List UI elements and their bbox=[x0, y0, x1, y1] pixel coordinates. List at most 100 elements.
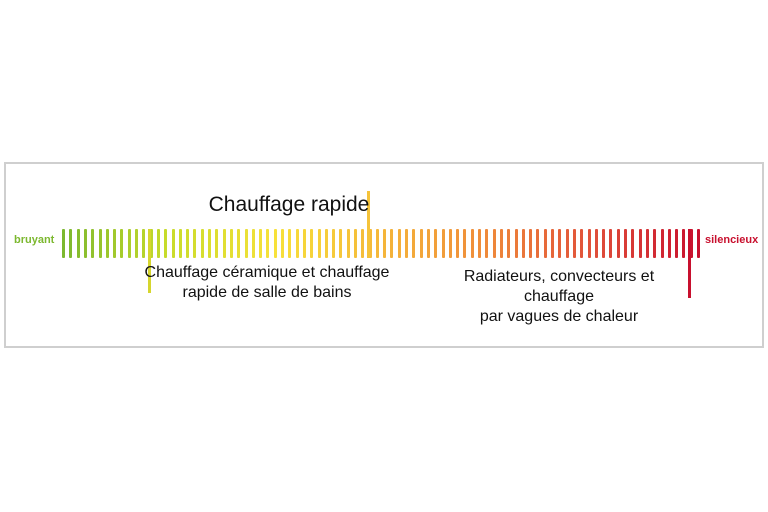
scale-bar bbox=[441, 229, 445, 258]
scale-bar bbox=[426, 229, 430, 258]
scale-bar bbox=[689, 229, 693, 258]
scale-bar bbox=[375, 229, 379, 258]
scale-bar bbox=[295, 229, 299, 258]
scale-bar bbox=[98, 229, 102, 258]
scale-bar bbox=[697, 229, 700, 258]
scale-bar bbox=[383, 229, 387, 258]
scale-bar bbox=[653, 229, 657, 258]
scale-bar bbox=[478, 229, 481, 258]
scale-bar bbox=[485, 229, 489, 258]
scale-bar bbox=[638, 229, 642, 258]
scale-bar bbox=[434, 229, 438, 258]
scale-bar bbox=[259, 229, 263, 258]
scale-label-right: silencieux bbox=[705, 234, 759, 246]
scale-bar bbox=[324, 229, 328, 258]
scale-bar bbox=[142, 229, 146, 258]
scale-bar bbox=[354, 229, 357, 258]
scale-bar bbox=[412, 229, 416, 258]
scale-bar bbox=[237, 229, 241, 258]
scale-bar bbox=[149, 229, 153, 258]
scale-bar bbox=[288, 229, 292, 258]
scale-bar bbox=[507, 229, 511, 258]
scale-bar bbox=[127, 229, 131, 258]
scale-bar bbox=[572, 229, 576, 258]
scale-bar bbox=[273, 229, 277, 258]
scale-bar bbox=[164, 229, 168, 258]
scale-bar bbox=[361, 229, 365, 258]
scale-bar bbox=[120, 229, 124, 258]
scale-bar bbox=[543, 229, 547, 258]
scale-bar bbox=[62, 229, 65, 258]
scale-bar bbox=[302, 229, 306, 258]
scale-bar bbox=[616, 229, 620, 258]
marker-radiateurs bbox=[687, 229, 691, 298]
scale-bar bbox=[135, 229, 138, 258]
caption-ceramique-line1: Chauffage céramique et chauffage bbox=[144, 264, 390, 281]
caption-ceramique-line2: rapide de salle de bains bbox=[182, 284, 352, 301]
caption-ceramique: Chauffage céramique et chauffage rapide … bbox=[142, 263, 392, 303]
scale-bar bbox=[186, 229, 190, 258]
scale-bar bbox=[609, 229, 613, 258]
scale-bar bbox=[448, 229, 452, 258]
scale-bar bbox=[463, 229, 467, 258]
scale-bar bbox=[193, 229, 197, 258]
scale-bar bbox=[266, 229, 270, 258]
scale-bar bbox=[580, 229, 584, 258]
caption-radiateurs-line2: par vagues de chaleur bbox=[479, 308, 639, 325]
scale-bar bbox=[397, 229, 401, 258]
scale-bar bbox=[178, 229, 182, 258]
scale-bar bbox=[346, 229, 350, 258]
scale-bar bbox=[456, 229, 460, 258]
scale-bar bbox=[419, 229, 423, 258]
scale-bar bbox=[565, 229, 569, 258]
scale-bar bbox=[675, 229, 679, 258]
scale-bar bbox=[222, 229, 226, 258]
scale-bar bbox=[200, 229, 204, 258]
scale-bar bbox=[317, 229, 321, 258]
scale-bar bbox=[281, 229, 284, 258]
marker-rapide bbox=[366, 191, 370, 258]
scale-bar bbox=[368, 229, 372, 258]
scale-bar bbox=[244, 229, 248, 258]
scale-bar bbox=[492, 229, 496, 258]
scale-bar bbox=[587, 229, 591, 258]
scale-bar bbox=[105, 229, 109, 258]
scale-bar bbox=[682, 229, 686, 258]
scale-bar bbox=[667, 229, 671, 258]
scale-bar bbox=[660, 229, 664, 258]
scale-bar bbox=[521, 229, 525, 258]
caption-chauffage-rapide: Chauffage rapide bbox=[208, 193, 370, 216]
scale-bar bbox=[390, 229, 394, 258]
scale-bar bbox=[405, 229, 408, 258]
scale-bar bbox=[229, 229, 233, 258]
scale-label-left: bruyant bbox=[14, 234, 55, 246]
scale-bar bbox=[558, 229, 562, 258]
scale-bar bbox=[91, 229, 95, 258]
scale-bar bbox=[645, 229, 649, 258]
scale-bar bbox=[529, 229, 533, 258]
scale-bar bbox=[602, 229, 606, 258]
scale-bar bbox=[83, 229, 87, 258]
scale-bar bbox=[171, 229, 175, 258]
scale-bar bbox=[551, 229, 554, 258]
scale-bar bbox=[310, 229, 314, 258]
scale-bar bbox=[514, 229, 518, 258]
scale-bar bbox=[624, 229, 627, 258]
marker-ceramique bbox=[147, 229, 151, 293]
scale-bar bbox=[594, 229, 598, 258]
scale-bar bbox=[470, 229, 474, 258]
scale-bar bbox=[499, 229, 503, 258]
scale-bar bbox=[208, 229, 211, 258]
scale-bar bbox=[332, 229, 336, 258]
scale-bar bbox=[251, 229, 255, 258]
caption-radiateurs: Radiateurs, convecteurs et chauffage par… bbox=[430, 267, 688, 327]
scale-bar bbox=[631, 229, 635, 258]
scale-bar bbox=[69, 229, 73, 258]
scale-bar bbox=[215, 229, 219, 258]
scale-bar bbox=[339, 229, 343, 258]
caption-radiateurs-line1: Radiateurs, convecteurs et chauffage bbox=[463, 268, 655, 305]
scale-bar bbox=[536, 229, 540, 258]
scale-bar bbox=[156, 229, 160, 258]
scale-bar bbox=[113, 229, 117, 258]
